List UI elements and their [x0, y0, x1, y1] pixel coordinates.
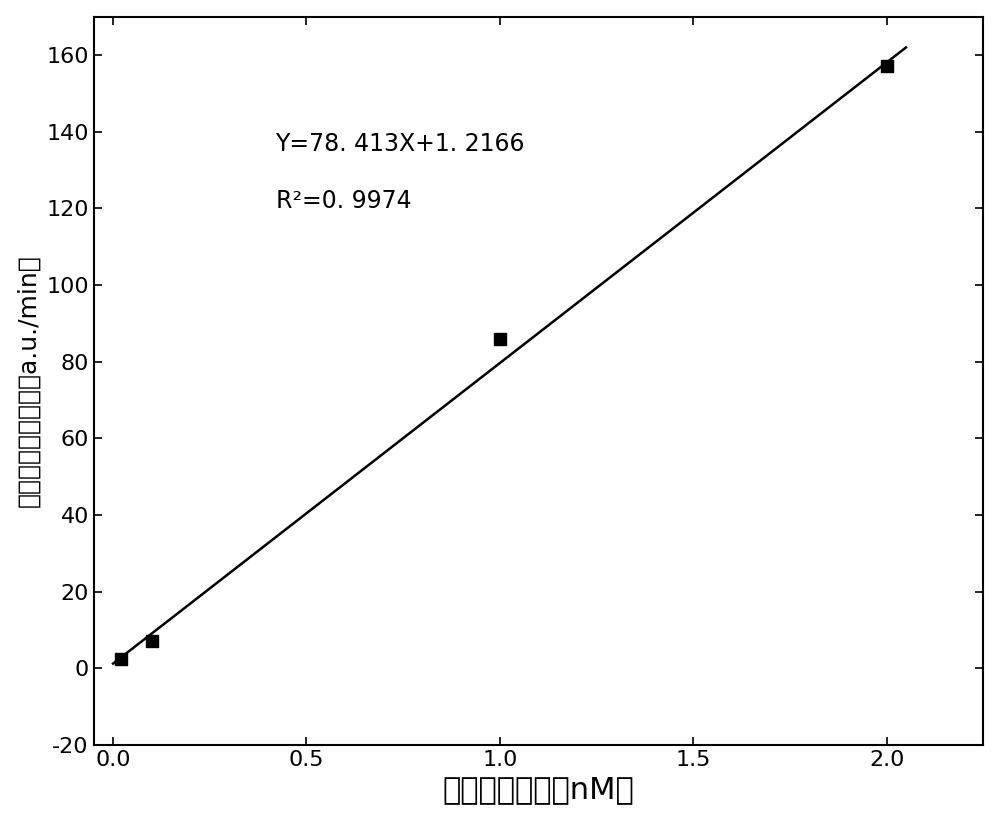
Point	[113, 652, 129, 665]
Point	[144, 635, 160, 648]
Text: R²=0. 9974: R²=0. 9974	[276, 190, 411, 213]
Point	[879, 60, 895, 73]
Y-axis label: 荧光信号上升速率（a.u./min）: 荧光信号上升速率（a.u./min）	[17, 255, 41, 507]
Point	[492, 332, 508, 345]
X-axis label: 末端位点浓度（nM）: 末端位点浓度（nM）	[443, 775, 634, 805]
Text: Y=78. 413X+1. 2166: Y=78. 413X+1. 2166	[276, 132, 525, 156]
